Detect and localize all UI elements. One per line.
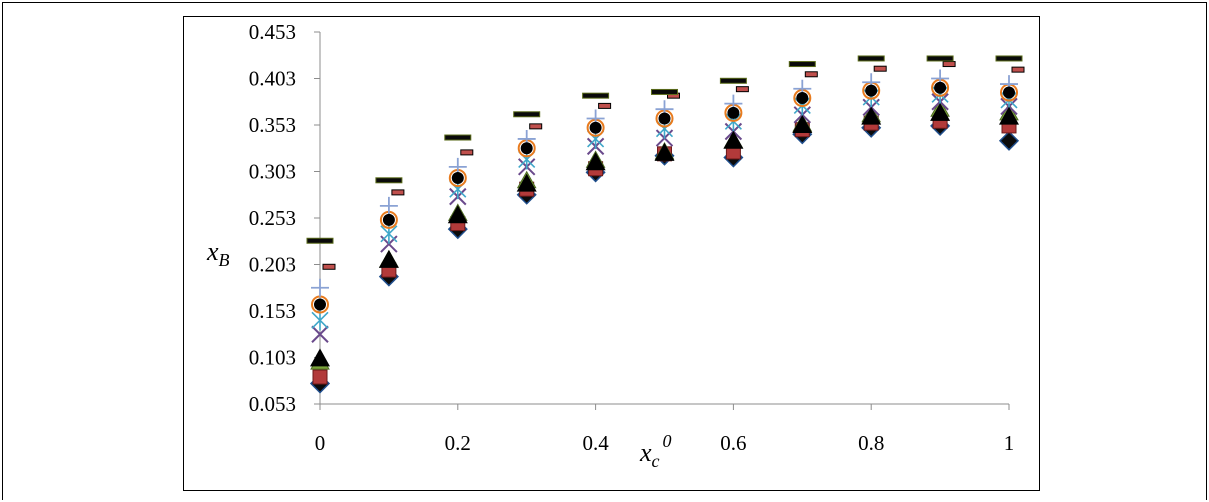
long-dash-point: [582, 92, 610, 99]
x-axis-label: xc0: [639, 431, 672, 471]
long-dash-point: [995, 55, 1023, 62]
y-tick-label: 0.103: [249, 346, 296, 370]
y-tick-label: 0.453: [249, 20, 296, 44]
black-triangle-point: [447, 205, 468, 224]
y-tick-label: 0.403: [249, 67, 296, 91]
black-circle-point: [520, 142, 533, 155]
x-cross-point: [311, 325, 329, 343]
y-tick-label: 0.203: [249, 253, 296, 277]
plus-point: [379, 196, 398, 215]
black-circle-point: [658, 112, 671, 125]
y-axis-label-base: x: [206, 237, 219, 266]
black-circle-point: [451, 172, 464, 185]
diamond-point: [998, 130, 1020, 151]
y-tick-label: 0.253: [249, 206, 296, 230]
square-point: [312, 369, 328, 385]
axis-labels: xB xc0: [206, 237, 672, 471]
black-triangle-point: [723, 130, 744, 149]
x-axis-label-sub: c: [652, 451, 660, 471]
black-triangle-point: [516, 173, 537, 192]
black-triangle-point: [585, 152, 606, 171]
long-dash-point: [926, 55, 954, 62]
black-triangle-point: [999, 106, 1019, 125]
long-dash-point: [788, 61, 816, 68]
black-circle-point: [934, 81, 947, 94]
black-triangle-point: [861, 106, 882, 125]
tick-labels: 0.053 0.103 0.153 0.203 0.253 0.303 0.353 0.403…: [249, 20, 1015, 455]
x-tick-label: 0.6: [720, 431, 746, 455]
chart-frame: [183, 16, 1040, 491]
x-axis-label-sup: 0: [663, 431, 672, 451]
x-tick-label: 0.4: [582, 431, 609, 455]
dash-point: [322, 263, 336, 270]
y-tick-label: 0.303: [249, 160, 296, 184]
x-tick-label: 1: [1004, 431, 1015, 455]
x-axis-label-base: x: [639, 438, 652, 467]
black-circle-point: [1003, 86, 1015, 99]
dash-point: [391, 189, 405, 196]
dash-point: [873, 65, 887, 72]
black-triangle-point: [792, 115, 813, 133]
star-point: [311, 310, 329, 331]
dash-point: [942, 61, 956, 68]
black-triangle-point: [654, 142, 675, 161]
long-dash-point: [444, 134, 472, 141]
dash-point: [529, 123, 543, 130]
x-tick-label: 0.8: [858, 431, 884, 455]
black-circle-point: [727, 106, 740, 119]
y-axis-label-sub: B: [219, 250, 230, 270]
dash-point: [460, 149, 474, 156]
dash-point: [1011, 66, 1025, 73]
y-tick-label: 0.053: [249, 392, 296, 416]
black-triangle-point: [310, 348, 330, 367]
plus-point: [311, 278, 329, 297]
long-dash-point: [651, 88, 678, 95]
black-circle-point: [382, 213, 395, 226]
y-tick-label: 0.153: [249, 299, 296, 323]
black-triangle-point: [378, 249, 399, 268]
dash-point: [735, 86, 749, 93]
black-circle-point: [314, 298, 326, 311]
long-dash-point: [719, 77, 747, 84]
dash-point: [598, 102, 612, 109]
long-dash-point: [375, 177, 403, 184]
x-tick-label: 0: [315, 431, 326, 455]
axes: [314, 31, 1010, 410]
data-marks: [306, 55, 1025, 394]
black-circle-point: [589, 121, 602, 134]
black-circle-point: [865, 84, 878, 97]
long-dash-point: [513, 111, 541, 118]
y-axis-label: xB: [206, 237, 230, 270]
x-tick-label: 0.2: [445, 431, 471, 455]
long-dash-point: [306, 237, 334, 244]
dash-point: [804, 71, 818, 78]
black-triangle-point: [930, 102, 951, 121]
long-dash-point: [857, 55, 885, 62]
y-tick-label: 0.353: [249, 113, 296, 137]
black-circle-point: [796, 92, 809, 105]
